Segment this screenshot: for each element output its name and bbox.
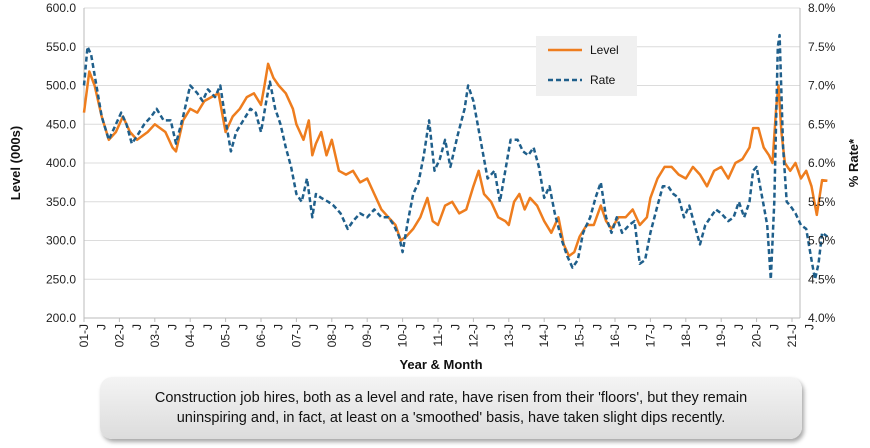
x-tick-mid-label: J — [413, 324, 427, 330]
x-tick-mid-label: J — [661, 324, 675, 330]
caption-box: Construction job hires, both as a level … — [100, 377, 802, 439]
right-axis-title: % Rate* — [846, 138, 861, 187]
x-tick-label: 10-J — [396, 324, 410, 347]
right-tick-label: 7.0% — [808, 79, 836, 93]
x-tick-label: 13-J — [502, 324, 516, 347]
x-tick-label: 19-J — [714, 324, 728, 347]
x-tick-label: 08-J — [325, 324, 339, 347]
x-tick-mid-label: J — [590, 324, 604, 330]
x-tick-label: 20-J — [750, 324, 764, 347]
x-tick-label: 02-J — [112, 324, 126, 347]
left-tick-label: 500.0 — [46, 79, 76, 93]
x-tick-mid-label: J — [520, 324, 534, 330]
x-tick-mid-label: J — [803, 324, 817, 330]
left-tick-label: 300.0 — [46, 234, 76, 248]
legend-rate-label: Rate — [590, 73, 616, 87]
x-tick-mid-label: J — [732, 324, 746, 330]
x-tick-mid-label: J — [272, 324, 286, 330]
caption-text: Construction job hires, both as a level … — [154, 390, 748, 426]
series-layer — [82, 33, 829, 281]
x-tick-label: 15-J — [573, 324, 587, 347]
left-tick-label: 550.0 — [46, 40, 76, 54]
x-tick-label: 16-J — [608, 324, 622, 347]
x-tick-label: 05-J — [219, 324, 233, 347]
x-tick-mid-label: J — [555, 324, 569, 330]
left-axis: 200.0 250.0 300.0 350.0 400.0 450.0 500.0 550.0… — [46, 1, 76, 325]
x-tick-mid-label: J — [626, 324, 640, 330]
x-tick-mid-label: J — [166, 324, 180, 330]
x-tick-mid-label: J — [343, 324, 357, 330]
x-tick-label: 01-J — [77, 324, 91, 347]
x-tick-label: 12-J — [466, 324, 480, 347]
left-tick-label: 600.0 — [46, 1, 76, 15]
x-tick-label: 07-J — [289, 324, 303, 347]
right-tick-label: 4.0% — [808, 311, 836, 325]
right-tick-label: 8.0% — [808, 1, 836, 15]
legend: Level Rate — [536, 36, 637, 96]
x-tick-mid-label: J — [130, 324, 144, 330]
right-tick-label: 5.5% — [808, 195, 836, 209]
x-axis-title: Year & Month — [399, 357, 482, 372]
right-tick-label: 4.5% — [808, 272, 836, 286]
x-tick-mid-label: J — [378, 324, 392, 330]
x-tick-label: 11-J — [431, 324, 445, 346]
right-tick-label: 6.0% — [808, 156, 836, 170]
x-tick-label: 06-J — [254, 324, 268, 347]
x-tick-label: 09-J — [360, 324, 374, 347]
x-axis: 01-J J 02-J J 03-J J 04-J J 05-J J 06-J J 07-J J 08-J J… — [77, 318, 817, 347]
grid-lines — [84, 7, 800, 319]
legend-level-label: Level — [590, 43, 619, 57]
right-axis: 4.0% 4.5% 5.0% 5.5% 6.0% 6.5% 7.0% 7.5% 8.0% — [808, 1, 836, 325]
right-tick-label: 7.5% — [808, 40, 836, 54]
x-tick-mid-label: J — [201, 324, 215, 330]
series-line-rate — [82, 33, 829, 281]
x-tick-mid-label: J — [449, 324, 463, 330]
x-tick-mid-label: J — [697, 324, 711, 330]
right-tick-label: 5.0% — [808, 234, 836, 248]
series-line-level — [82, 62, 828, 258]
x-tick-mid-label: J — [95, 324, 109, 330]
x-tick-label: 17-J — [643, 324, 657, 347]
x-tick-label: 21-J — [785, 324, 799, 347]
x-tick-mid-label: J — [236, 324, 250, 330]
x-tick-mid-label: J — [484, 324, 498, 330]
legend-box — [536, 36, 637, 96]
x-tick-label: 14-J — [537, 324, 551, 347]
left-axis-title: Level (000s) — [8, 126, 23, 200]
left-tick-label: 400.0 — [46, 156, 76, 170]
left-tick-label: 350.0 — [46, 195, 76, 209]
x-tick-mid-label: J — [307, 324, 321, 330]
left-tick-label: 200.0 — [46, 311, 76, 325]
x-tick-label: 18-J — [679, 324, 693, 347]
plot-area — [83, 8, 801, 319]
left-tick-label: 250.0 — [46, 272, 76, 286]
x-tick-mid-label: J — [767, 324, 781, 330]
right-tick-label: 6.5% — [808, 117, 836, 131]
x-tick-label: 04-J — [183, 324, 197, 347]
x-tick-label: 03-J — [148, 324, 162, 347]
left-tick-label: 450.0 — [46, 117, 76, 131]
